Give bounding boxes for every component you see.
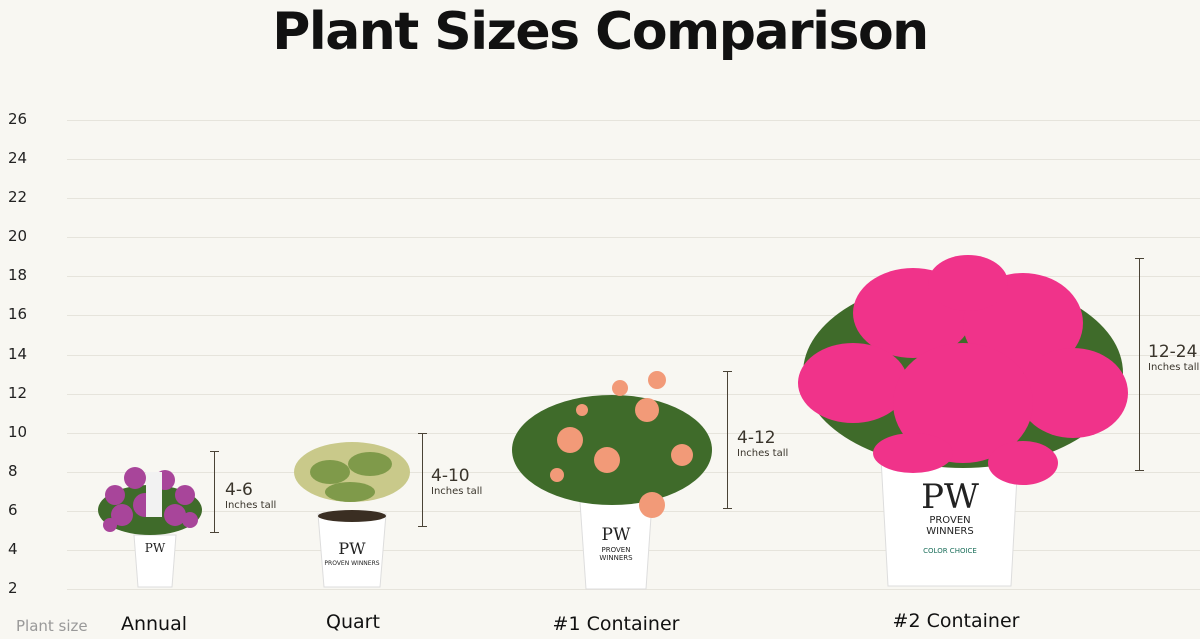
pot-brand-line2: WINNERS	[926, 526, 973, 537]
category-label-container-2: #2 Container	[892, 610, 1020, 632]
y-tick-label: 18	[8, 266, 28, 285]
y-tick-label: 24	[8, 149, 28, 168]
y-tick-label: 10	[8, 422, 28, 441]
x-axis-label: Plant size	[16, 617, 88, 635]
range-bar-annual	[210, 451, 219, 533]
y-tick-label: 12	[8, 383, 28, 402]
gridline	[67, 159, 1200, 161]
range-label-container-1: 4-12 Inches tall	[737, 428, 789, 460]
svg-text:PROVEN WINNERS: PROVEN WINNERS	[324, 560, 379, 567]
pot-brand-line1: PROVEN	[929, 515, 970, 526]
container-1-plant-image: PW PROVEN WINNERS	[512, 371, 712, 590]
y-tick-label: 20	[8, 227, 28, 246]
y-tick-label: 4	[8, 539, 18, 558]
gridline	[67, 120, 1200, 121]
annual-plant-image: PW	[98, 467, 202, 588]
svg-text:PW: PW	[145, 541, 166, 555]
gridline	[67, 198, 1200, 200]
category-label-container-1: #1 Container	[552, 613, 680, 635]
svg-text:PROVEN: PROVEN	[602, 546, 631, 554]
range-bar-container-2	[1135, 258, 1144, 471]
y-tick-label: 26	[8, 110, 28, 128]
range-bar-container-1	[723, 371, 732, 509]
pot-sub-brand: COLOR CHOICE	[923, 547, 977, 555]
page-title: Plant Sizes Comparison	[272, 2, 929, 62]
container-2-plant-image: PW PROVEN WINNERS COLOR CHOICE	[798, 255, 1128, 587]
svg-text:PW: PW	[338, 539, 366, 558]
range-bar-quart	[418, 433, 427, 527]
y-tick-label: 22	[8, 188, 28, 207]
svg-text:PW: PW	[602, 525, 631, 545]
range-label-quart: 4-10 Inches tall	[431, 466, 483, 498]
y-tick-label: 6	[8, 500, 18, 519]
range-label-annual: 4-6 Inches tall	[225, 480, 277, 512]
y-tick-label: 14	[8, 344, 28, 363]
quart-plant-image: PW PROVEN WINNERS	[294, 442, 410, 588]
y-tick-label: 8	[8, 461, 18, 480]
pot-logo: PW	[921, 477, 979, 517]
gridline	[67, 315, 1200, 317]
gridline	[67, 393, 1200, 395]
category-label-quart: Quart	[326, 611, 380, 633]
svg-text:WINNERS: WINNERS	[599, 554, 633, 562]
category-label-annual: Annual	[120, 613, 188, 635]
range-label-container-2: 12-24 Inches tall	[1148, 342, 1200, 374]
gridline	[67, 237, 1200, 239]
gridline	[67, 276, 1200, 278]
y-tick-label: 16	[8, 305, 28, 324]
y-tick-label: 2	[8, 579, 18, 597]
gridline	[67, 354, 1200, 356]
